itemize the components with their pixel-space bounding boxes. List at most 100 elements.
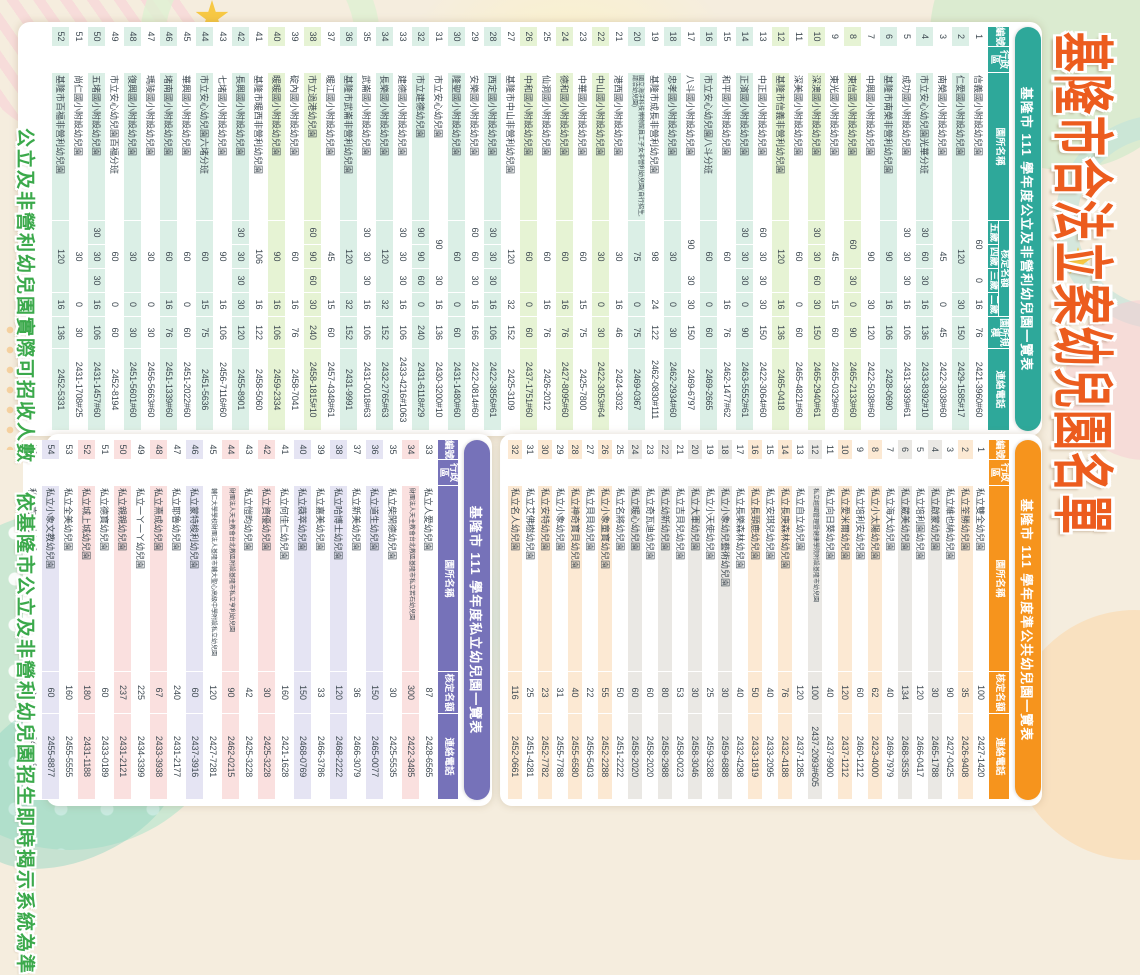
table-cell: 0 bbox=[447, 293, 466, 318]
table-cell: 15 bbox=[762, 440, 778, 460]
table-cell: 園所名稱 bbox=[988, 486, 1009, 672]
kindergarten-name: 私立長頸鹿幼兒園 bbox=[747, 486, 763, 672]
phone-number: 2425-3109 bbox=[501, 349, 520, 432]
kindergarten-name: 私立長庚森林幼兒園 bbox=[777, 486, 793, 672]
table-row: 16 私立長頸鹿幼兒園 50 2433-1819 bbox=[747, 440, 763, 800]
table-row: 4 私立啟蒙幼兒園 30 2465-1788 bbox=[927, 440, 943, 800]
phone-number: 2455-6580 bbox=[567, 714, 583, 800]
table-cell: 30 bbox=[807, 245, 826, 269]
district-band: 暖暖區 bbox=[249, 47, 340, 73]
table-cell: 30 bbox=[357, 269, 376, 293]
table-row: 4 市立安心幼兒園光華分班 30 60 30 16 136 2433-8392#10 bbox=[915, 27, 934, 432]
table-cell: 180 bbox=[77, 672, 96, 714]
kindergarten-name: 私立向日葵幼兒園 bbox=[822, 486, 838, 672]
table-cell: 行政區 bbox=[437, 460, 458, 486]
table-cell: 90 bbox=[681, 221, 700, 269]
kindergarten-name: 八斗國小附設幼兒園 bbox=[681, 73, 700, 221]
phone-number: 2457-4348#61 bbox=[321, 349, 340, 432]
table-cell: 120 bbox=[51, 221, 70, 293]
table-cell: 27 bbox=[501, 27, 520, 47]
table-cell: 62 bbox=[867, 672, 883, 714]
phone-number: 2422-3064#60 bbox=[753, 349, 772, 432]
table-row: 32 私立名人幼兒園 116 2452-0661 bbox=[507, 440, 523, 800]
table-row: 51 私立德寶幼兒園 60 2433-0189 bbox=[95, 440, 114, 800]
table-row: 10 私立愛米爾幼兒園 120 2437-1212 bbox=[837, 440, 853, 800]
phone-number: 2465-0077 bbox=[365, 714, 384, 800]
kindergarten-name: 深美國小附設幼兒園 bbox=[789, 73, 808, 221]
kindergarten-name: 市立安心幼兒園光華分班 bbox=[915, 73, 934, 221]
table-row: 30 隆聖國小附設幼兒園 60 0 60 2431-1480#60 bbox=[447, 27, 466, 432]
table-row: 20 國立海洋科技博物館員工子女非營利幼兒園(自行招生,請洽幼兒園) 75 0 75 24… bbox=[627, 27, 646, 432]
table-cell: 24 bbox=[645, 293, 664, 318]
phone-number: 2437-1285 bbox=[792, 714, 808, 800]
public-table-title: 基隆市 111 學年度公立及非營利幼兒園一覽表 bbox=[1015, 27, 1041, 431]
table-cell: 7 bbox=[882, 440, 898, 460]
table-row: 20 私立大軍幼兒園 30 2458-3046 bbox=[687, 440, 703, 800]
table-cell: 30 bbox=[753, 269, 772, 293]
table-cell: 43 bbox=[213, 27, 232, 47]
table-row: 17 私立長樂森林幼兒園 40 2432-4298 bbox=[732, 440, 748, 800]
phone-number: 2456-7116#60 bbox=[213, 349, 232, 432]
table-cell: 24 bbox=[555, 27, 574, 47]
table-cell: 16 bbox=[429, 293, 448, 318]
table-row: 6 私立葳美幼兒園 134 2468-3535 bbox=[897, 440, 913, 800]
table-row: 33 建德國小附設幼兒園 30 30 30 16 106 2433-4216#1063 bbox=[393, 27, 412, 432]
kindergarten-name: 長興國小附設幼兒園 bbox=[231, 73, 250, 221]
table-cell: 園所名稱 bbox=[987, 73, 1009, 221]
table-cell: 30 bbox=[915, 269, 934, 293]
table-cell: 14 bbox=[735, 27, 754, 47]
phone-number: 2428-6565 bbox=[419, 714, 438, 800]
table-cell: 60 bbox=[825, 317, 844, 350]
table-cell: 76 bbox=[537, 317, 556, 350]
kindergarten-name: 暖江國小附設幼兒園 bbox=[321, 73, 340, 221]
table-cell: 21 bbox=[672, 440, 688, 460]
table-cell: 136 bbox=[51, 317, 70, 350]
table-cell: 30 bbox=[257, 672, 276, 714]
kindergarten-name: 基隆市南榮非營利幼兒園 bbox=[879, 73, 898, 221]
kindergarten-name: 財團法人天主教會台北教區基隆市私立若石幼兒園 bbox=[401, 486, 420, 672]
phone-number: 2425-7800 bbox=[573, 349, 592, 432]
phone-number: 2458-0023 bbox=[672, 714, 688, 800]
table-row: 2 仁愛國小附設幼兒園 120 30 150 2429-1585#17 bbox=[951, 27, 970, 432]
table-cell: 60 bbox=[159, 221, 178, 293]
table-cell: 30 bbox=[843, 269, 862, 293]
district-band: 中山區 bbox=[792, 460, 838, 486]
table-cell: 60 bbox=[465, 245, 484, 269]
phone-number: 2437-2093#605 bbox=[807, 714, 823, 800]
table-cell: 106 bbox=[213, 317, 232, 350]
kindergarten-name: 東光國小附設幼兒園 bbox=[825, 73, 844, 221]
table-cell: 35 bbox=[357, 27, 376, 47]
phone-number: 2469-7979 bbox=[882, 714, 898, 800]
phone-number: 2425-3228 bbox=[257, 714, 276, 800]
table-cell: 3 bbox=[942, 440, 958, 460]
district-band: 安樂區 bbox=[339, 47, 502, 73]
table-row: 26 中和國小附設幼兒園 60 0 60 2437-1751#60 bbox=[519, 27, 538, 432]
district-band: 中正區 bbox=[837, 460, 898, 486]
table-cell: 29 bbox=[552, 440, 568, 460]
rotated-page: 基隆市合法立案幼兒園名單 基隆市 111 學年度公立及非營利幼兒園一覽表 編號行… bbox=[14, 22, 1115, 975]
kindergarten-name: 碇內國小附設幼兒園 bbox=[285, 73, 304, 221]
table-cell: 30 bbox=[609, 221, 628, 293]
table-cell: 19 bbox=[645, 27, 664, 47]
table-cell: 60 bbox=[627, 672, 643, 714]
table-row: 41 私立何佳仁幼兒園 160 2421-1628 bbox=[275, 440, 294, 800]
table-row: 25 仙洞國小附設幼兒園 60 16 76 2426-2012 bbox=[537, 27, 556, 432]
table-cell: 16 bbox=[483, 293, 502, 318]
phone-number: 2422-3485 bbox=[401, 714, 420, 800]
table-cell: 30 bbox=[483, 269, 502, 293]
table-cell: 30 bbox=[87, 245, 106, 269]
kindergarten-name: 私立大軍幼兒園 bbox=[687, 486, 703, 672]
table-cell: 150 bbox=[753, 317, 772, 350]
table-cell: 60 bbox=[303, 221, 322, 245]
table-cell: 30 bbox=[807, 293, 826, 318]
kindergarten-name: 南榮國小附設幼兒園 bbox=[933, 73, 952, 221]
phone-number: 2460-1212 bbox=[852, 714, 868, 800]
table-cell: 152 bbox=[375, 317, 394, 350]
kindergarten-name: 建德國小附設幼兒園 bbox=[393, 73, 412, 221]
table-row: 49 市立安心幼兒園百福分班 60 0 60 2452-8194 bbox=[105, 27, 124, 432]
table-cell: 60 bbox=[321, 317, 340, 350]
table-cell: 42 bbox=[257, 440, 276, 460]
phone-number: 2437-1751#60 bbox=[519, 349, 538, 432]
kindergarten-name: 私立一ㄚ一ㄚ幼兒園 bbox=[131, 486, 150, 672]
